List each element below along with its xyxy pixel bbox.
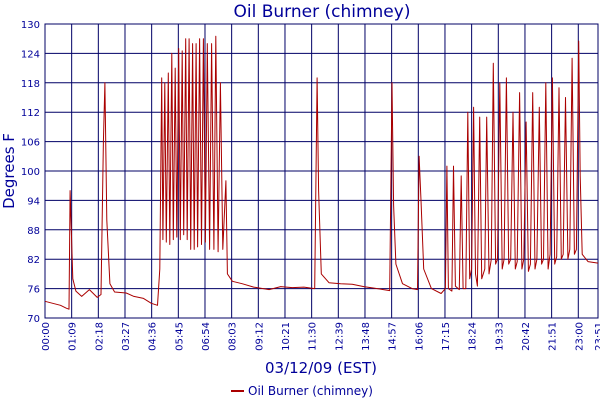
y-tick-label: 82 xyxy=(27,255,40,266)
x-tick-label: 12:39 xyxy=(334,322,345,351)
x-tick-label: 02:18 xyxy=(94,322,105,351)
y-tick-label: 106 xyxy=(21,138,40,149)
x-tick-label: 13:48 xyxy=(361,322,372,351)
x-tick-label: 01:09 xyxy=(68,322,79,351)
x-tick-label: 04:36 xyxy=(148,322,159,351)
legend: Oil Burner (chimney) xyxy=(231,384,373,398)
series-line xyxy=(44,35,599,310)
x-tick-label: 14:57 xyxy=(388,322,399,351)
x-tick-label: 03:27 xyxy=(121,322,132,351)
x-tick-label: 05:45 xyxy=(174,322,185,351)
x-tick-label: 23:00 xyxy=(574,322,585,351)
x-tick-label: 20:42 xyxy=(521,322,532,351)
y-tick-label: 130 xyxy=(21,20,40,31)
y-tick-label: 100 xyxy=(21,167,40,178)
x-tick-label: 09:12 xyxy=(254,322,265,351)
x-tick-label: 10:21 xyxy=(281,322,292,351)
x-axis: 00:00 01:09 02:18 03:27 04:36 05:45 06:54 08:03… xyxy=(41,322,600,351)
x-tick-label: 06:54 xyxy=(201,322,212,351)
x-tick-label: 21:51 xyxy=(548,322,559,351)
y-tick-label: 76 xyxy=(27,285,40,296)
chart-title: Oil Burner (chimney) xyxy=(234,2,411,22)
x-tick-label: 11:30 xyxy=(308,322,319,351)
y-tick-label: 94 xyxy=(27,196,40,207)
x-tick-label: 19:33 xyxy=(494,322,505,351)
y-tick-label: 118 xyxy=(21,79,40,90)
x-axis-label: 03/12/09 (EST) xyxy=(265,359,377,377)
y-tick-label: 88 xyxy=(27,226,40,237)
y-axis-label: Degrees F xyxy=(0,133,18,209)
x-tick-label: 16:06 xyxy=(414,322,425,351)
x-tick-label: 08:03 xyxy=(228,322,239,351)
y-tick-label: 124 xyxy=(21,49,40,60)
y-tick-label: 112 xyxy=(21,108,40,119)
series-layer xyxy=(44,35,599,310)
x-tick-label: 17:15 xyxy=(441,322,452,351)
x-tick-label: 23:51 xyxy=(594,322,600,351)
legend-label: Oil Burner (chimney) xyxy=(248,384,373,398)
x-tick-label: 00:00 xyxy=(41,322,52,351)
x-tick-label: 18:24 xyxy=(468,322,479,351)
y-axis: 70 76 82 88 94 100 106 112 118 124 130 xyxy=(21,20,40,325)
y-tick-label: 70 xyxy=(27,314,40,325)
